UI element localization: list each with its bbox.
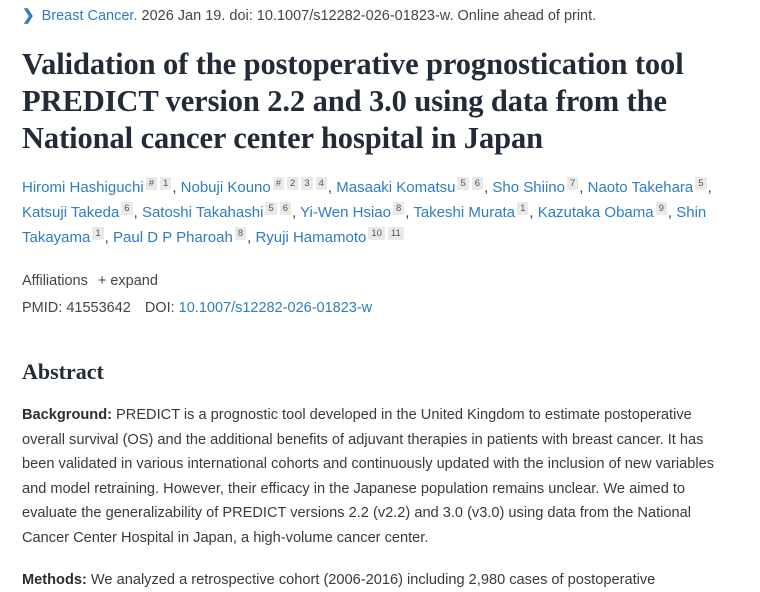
author-link[interactable]: Yi-Wen Hsiao (300, 204, 391, 221)
author-affiliation-marker[interactable]: 1 (160, 177, 172, 190)
author-separator: , (133, 204, 142, 221)
pmid-value: 41553642 (66, 300, 131, 316)
abstract-methods-label: Methods: (22, 571, 87, 588)
doi-link[interactable]: 10.1007/s12282-026-01823-w (178, 300, 373, 316)
author-separator: , (484, 179, 493, 196)
author-affiliation-marker[interactable]: 6 (121, 202, 133, 215)
author-affiliation-marker[interactable]: 11 (387, 227, 404, 240)
expand-affiliations-button[interactable]: + expand (98, 273, 158, 289)
author-link[interactable]: Katsuji Takeda (22, 204, 120, 221)
author-link[interactable]: Sho Shiino (492, 179, 565, 196)
author-link[interactable]: Ryuji Hamamoto (255, 229, 367, 246)
author-affiliation-marker[interactable]: 8 (392, 202, 405, 215)
author-affiliation-marker[interactable]: 6 (471, 177, 484, 190)
pmid-label: PMID: (22, 300, 63, 316)
affiliations-label: Affiliations (22, 273, 88, 289)
author-link[interactable]: Satoshi Takahashi (141, 204, 264, 221)
author-separator: , (667, 204, 677, 221)
expand-label: expand (110, 273, 158, 289)
author-link[interactable]: Shin Takayama (22, 204, 707, 246)
abstract-heading: Abstract (22, 359, 104, 384)
author-separator: , (172, 179, 181, 196)
author-separator: , (529, 204, 538, 221)
author-link[interactable]: Hiromi Hashiguchi (22, 179, 144, 196)
abstract-background-paragraph: Background: PREDICT is a prognostic tool… (22, 403, 734, 551)
author-separator: , (405, 204, 414, 221)
author-affiliation-marker[interactable]: # (145, 177, 158, 190)
author-affiliation-marker[interactable]: 1 (92, 227, 104, 240)
citation-details: 2026 Jan 19. doi: 10.1007/s12282-026-018… (141, 8, 597, 24)
author-affiliation-marker[interactable]: 2 (287, 177, 299, 190)
author-affiliation-marker[interactable]: 4 (315, 177, 327, 190)
author-link[interactable]: Naoto Takehara (587, 179, 694, 196)
author-separator: , (292, 204, 301, 221)
author-affiliation-marker[interactable]: 5 (265, 202, 277, 215)
author-affiliation-marker[interactable]: 6 (279, 202, 292, 215)
author-link[interactable]: Paul D P Pharoah (113, 229, 233, 246)
affiliations-row: Affiliations + expand (22, 270, 738, 292)
chevron-right-icon: ❯ (22, 7, 35, 24)
citation-line: ❯ Breast Cancer. 2026 Jan 19. doi: 10.10… (22, 0, 738, 30)
author-affiliation-marker[interactable]: 5 (457, 177, 469, 190)
author-link[interactable]: Takeshi Murata (413, 204, 516, 221)
author-affiliation-marker[interactable]: 5 (695, 177, 707, 190)
author-link[interactable]: Kazutaka Obama (537, 204, 654, 221)
author-separator: , (104, 229, 114, 246)
abstract-methods-paragraph: Methods: We analyzed a retrospective coh… (22, 568, 734, 592)
author-separator: , (579, 179, 588, 196)
author-affiliation-marker[interactable]: 9 (655, 202, 667, 215)
author-affiliation-marker[interactable]: 3 (301, 177, 313, 190)
plus-icon: + (97, 273, 107, 289)
author-separator: , (707, 179, 712, 196)
author-affiliation-marker[interactable]: 7 (566, 177, 579, 190)
abstract-methods-text: We analyzed a retrospective cohort (2006… (86, 571, 656, 588)
journal-link[interactable]: Breast Cancer. (41, 8, 138, 24)
author-affiliation-marker[interactable]: 10 (368, 227, 385, 240)
page-title: Validation of the postoperative prognost… (22, 47, 684, 155)
doi-label: DOI: (144, 300, 175, 316)
author-affiliation-marker[interactable]: 1 (517, 202, 529, 215)
author-list: Hiromi Hashiguchi #1, Nobuji Kouno #2 3 4, M… (22, 175, 738, 250)
author-link[interactable]: Masaaki Komatsu (336, 179, 456, 196)
identifiers-row: PMID: 41553642 DOI: 10.1007/s12282-026-01… (22, 297, 738, 319)
author-affiliation-marker[interactable]: # (272, 177, 285, 190)
author-link[interactable]: Nobuji Kouno (180, 179, 271, 196)
author-separator: , (327, 179, 337, 196)
abstract-background-label: Background: (22, 407, 112, 423)
author-separator: , (247, 229, 256, 246)
abstract-background-text: PREDICT is a prognostic tool developed i… (22, 407, 715, 546)
author-affiliation-marker[interactable]: 8 (234, 227, 247, 240)
